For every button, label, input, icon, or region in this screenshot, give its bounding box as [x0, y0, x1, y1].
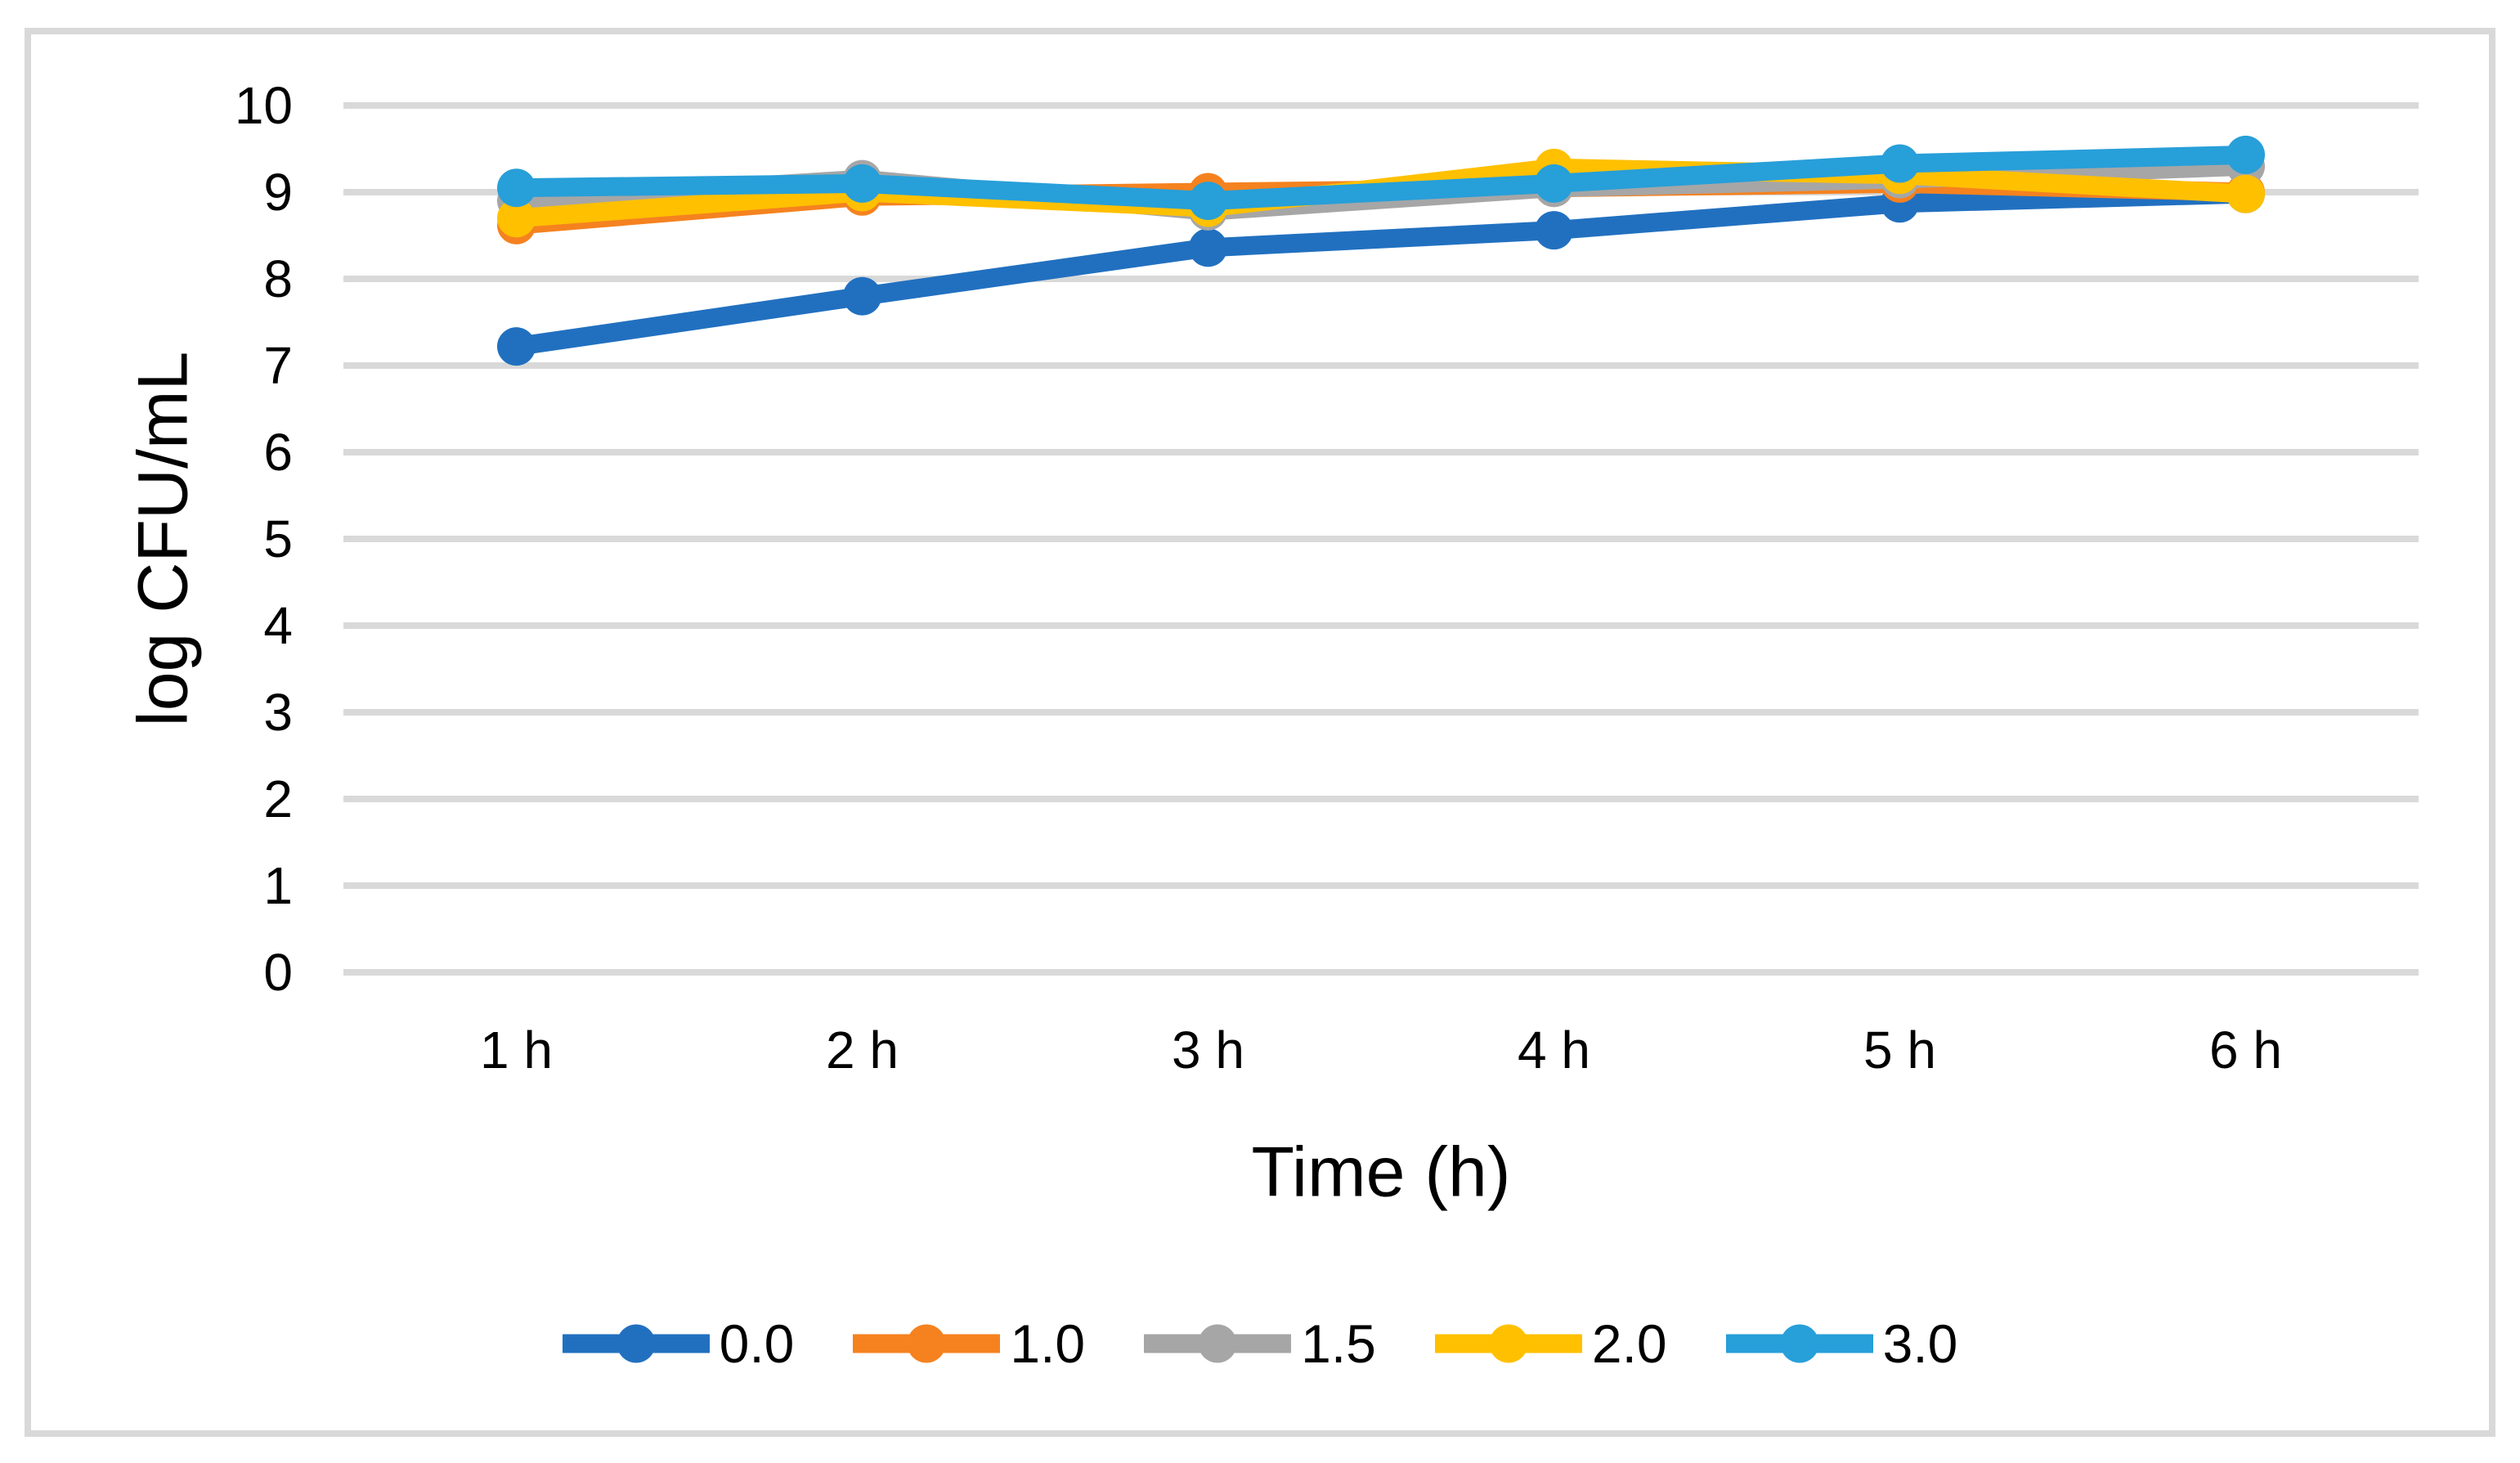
- x-tick-label-6h: 6 h: [2209, 1021, 2282, 1079]
- legend-item-2.0: 2.0: [1434, 1304, 1667, 1383]
- series-line-3.0: [507, 145, 2255, 211]
- y-tick-label-0: 0: [263, 943, 293, 1002]
- legend-marker-icon-1.5: [1144, 1324, 1292, 1363]
- legend-marker-icon-3.0: [1725, 1324, 1873, 1363]
- legend-item-3.0: 3.0: [1725, 1304, 1958, 1383]
- data-point-3.0-4 h: [1535, 164, 1573, 203]
- legend-marker-icon-2.0: [1434, 1324, 1582, 1363]
- data-point-3.0-3 h: [1189, 182, 1227, 221]
- y-tick-label-5: 5: [263, 509, 293, 568]
- data-point-2.0-1 h: [497, 199, 536, 238]
- y-tick-label-6: 6: [263, 423, 293, 482]
- legend-item-1.5: 1.5: [1144, 1304, 1376, 1383]
- legend-label-3.0: 3.0: [1882, 1313, 1958, 1374]
- data-point-3.0-6 h: [2226, 135, 2265, 174]
- chart-border-frame: [25, 28, 2495, 1437]
- data-point-3.0-1 h: [497, 168, 536, 208]
- x-tick-label-5h: 5 h: [1863, 1021, 1936, 1079]
- data-point-3.0-5 h: [1881, 144, 1919, 183]
- y-tick-label-9: 9: [263, 163, 293, 222]
- y-tick-label-7: 7: [263, 336, 293, 395]
- data-point-0.0-3 h: [1189, 228, 1227, 267]
- y-tick-label-4: 4: [263, 596, 293, 655]
- legend-item-0.0: 0.0: [562, 1304, 795, 1383]
- data-point-0.0-4 h: [1535, 211, 1573, 250]
- x-tick-label-1h: 1 h: [480, 1021, 553, 1079]
- legend-label-1.5: 1.5: [1301, 1313, 1376, 1374]
- y-tick-label-10: 10: [234, 76, 293, 135]
- data-point-2.0-6 h: [2226, 174, 2265, 213]
- y-tick-label-8: 8: [263, 249, 293, 308]
- legend-label-0.0: 0.0: [719, 1313, 795, 1374]
- legend-marker-icon-0.0: [562, 1324, 710, 1363]
- legend-marker-icon-1.0: [853, 1324, 1001, 1363]
- x-axis-title: Time (h): [1251, 1133, 1511, 1212]
- chart-legend: 0.0 1.0 1.5 2.0 3.0: [0, 1304, 2520, 1383]
- y-tick-label-2: 2: [263, 770, 293, 828]
- y-axis-title: log CFU/mL: [123, 351, 203, 727]
- data-point-0.0-1 h: [497, 327, 536, 366]
- series-line-0.0: [507, 184, 2255, 357]
- x-tick-label-2h: 2 h: [826, 1021, 899, 1079]
- y-tick-label-3: 3: [263, 683, 293, 742]
- legend-label-1.0: 1.0: [1010, 1313, 1086, 1374]
- y-tick-label-1: 1: [263, 856, 293, 915]
- data-point-3.0-2 h: [843, 164, 881, 203]
- legend-item-1.0: 1.0: [853, 1304, 1085, 1383]
- data-point-0.0-2 h: [843, 276, 881, 316]
- x-tick-label-4h: 4 h: [1518, 1021, 1590, 1079]
- x-tick-label-3h: 3 h: [1172, 1021, 1244, 1079]
- legend-label-2.0: 2.0: [1591, 1313, 1667, 1374]
